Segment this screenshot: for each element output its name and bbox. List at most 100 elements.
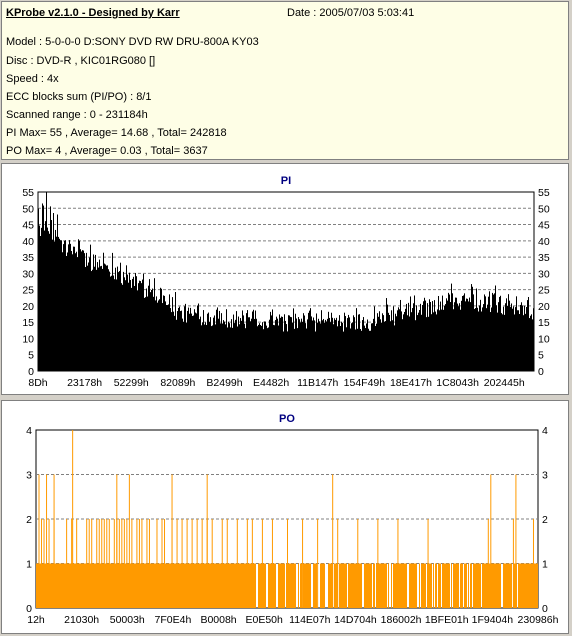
pi-bar xyxy=(492,292,493,371)
x-tick-label: 11B147h xyxy=(297,377,338,389)
pi-bar xyxy=(420,303,421,371)
pi-bar xyxy=(48,231,49,371)
y-tick-label-right: 3 xyxy=(542,470,548,482)
po-spike-2 xyxy=(71,519,73,608)
po-bar xyxy=(241,563,242,608)
pi-bar xyxy=(356,308,357,371)
po-bar xyxy=(424,563,425,608)
po-bar xyxy=(293,563,294,608)
pi-bar xyxy=(148,285,149,371)
pi-bar xyxy=(518,310,519,371)
pi-bar xyxy=(315,331,316,371)
pi-bar xyxy=(96,269,97,371)
pi-bar xyxy=(292,322,293,371)
po-bar xyxy=(289,563,290,608)
po-bar xyxy=(314,563,315,608)
po-spike-2 xyxy=(101,519,103,608)
pi-bar xyxy=(123,271,124,371)
pi-bar xyxy=(256,318,257,371)
pi-bar xyxy=(65,240,66,371)
x-tick-label: 1BFE01h xyxy=(425,614,469,626)
po-bar xyxy=(485,563,486,608)
pi-bar xyxy=(472,286,473,371)
pi-bar xyxy=(150,292,151,371)
pi-bar xyxy=(296,318,297,371)
pi-bar xyxy=(214,315,215,371)
po-bar xyxy=(206,563,207,608)
pi-bar xyxy=(116,279,117,371)
pi-bar xyxy=(92,269,93,371)
po-bar xyxy=(394,563,395,608)
pi-bar xyxy=(208,312,209,371)
pi-bar xyxy=(240,318,241,371)
pi-bar xyxy=(60,240,61,371)
po-spike-2 xyxy=(113,519,115,608)
po-bar xyxy=(528,563,529,608)
po-bar xyxy=(157,563,158,608)
po-bar xyxy=(531,563,532,608)
pi-bar xyxy=(149,279,150,371)
po-bar xyxy=(250,563,251,608)
pi-bar xyxy=(113,275,114,371)
pi-bar xyxy=(515,307,516,371)
po-bar xyxy=(133,563,134,608)
po-bar xyxy=(529,563,530,608)
po-bar xyxy=(537,563,538,608)
po-spike-2 xyxy=(118,519,120,608)
pi-bar xyxy=(210,317,211,371)
po-bar xyxy=(92,563,93,608)
po-bar xyxy=(288,563,289,608)
po-spike-2 xyxy=(136,519,138,608)
pi-bar xyxy=(209,321,210,371)
pi-bar xyxy=(439,310,440,371)
po-bar xyxy=(339,563,340,608)
po-bar xyxy=(282,563,283,608)
po-bar xyxy=(79,563,80,608)
po-spike-2 xyxy=(487,519,489,608)
x-tick-label: 18E417h xyxy=(390,377,432,389)
po-bar xyxy=(80,563,81,608)
pi-bar xyxy=(111,275,112,371)
po-bar xyxy=(496,563,497,608)
po-bar xyxy=(523,563,524,608)
pi-bar xyxy=(228,321,229,371)
pi-bar xyxy=(524,305,525,371)
po-bar xyxy=(132,563,133,608)
pi-bar xyxy=(93,254,94,371)
po-bar xyxy=(330,563,331,608)
pi-bar xyxy=(393,306,394,371)
po-bar xyxy=(100,563,101,608)
pi-bar xyxy=(505,303,506,371)
pi-bar xyxy=(301,318,302,371)
pi-bar xyxy=(308,312,309,371)
po-bar xyxy=(219,563,220,608)
po-bar xyxy=(396,563,397,608)
po-bar xyxy=(342,563,343,608)
po-spike-2 xyxy=(191,519,193,608)
x-tick-label: B2499h xyxy=(206,377,242,389)
po-bar xyxy=(171,563,172,608)
y-tick-label-right: 50 xyxy=(538,203,550,215)
pi-bar xyxy=(215,324,216,371)
po-bar xyxy=(184,563,185,608)
pi-bar xyxy=(461,300,462,371)
y-tick-label-left: 4 xyxy=(26,425,32,437)
po-spike-2 xyxy=(91,519,93,608)
po-bar xyxy=(416,563,417,608)
po-bar xyxy=(482,563,483,608)
po-bar xyxy=(183,563,184,608)
pi-bar xyxy=(73,246,74,371)
pi-bar xyxy=(284,314,285,371)
pi-bar xyxy=(404,311,405,371)
y-tick-label-right: 0 xyxy=(538,366,544,378)
pi-bar xyxy=(452,293,453,371)
po-bar xyxy=(353,563,354,608)
y-tick-label-left: 1 xyxy=(26,559,32,571)
pi-bar xyxy=(333,324,334,371)
y-tick-label-right: 0 xyxy=(542,603,548,615)
pi-bar xyxy=(245,328,246,371)
po-bar xyxy=(98,563,99,608)
pi-bar xyxy=(218,318,219,371)
po-bar xyxy=(94,563,95,608)
pi-bar xyxy=(474,308,475,371)
